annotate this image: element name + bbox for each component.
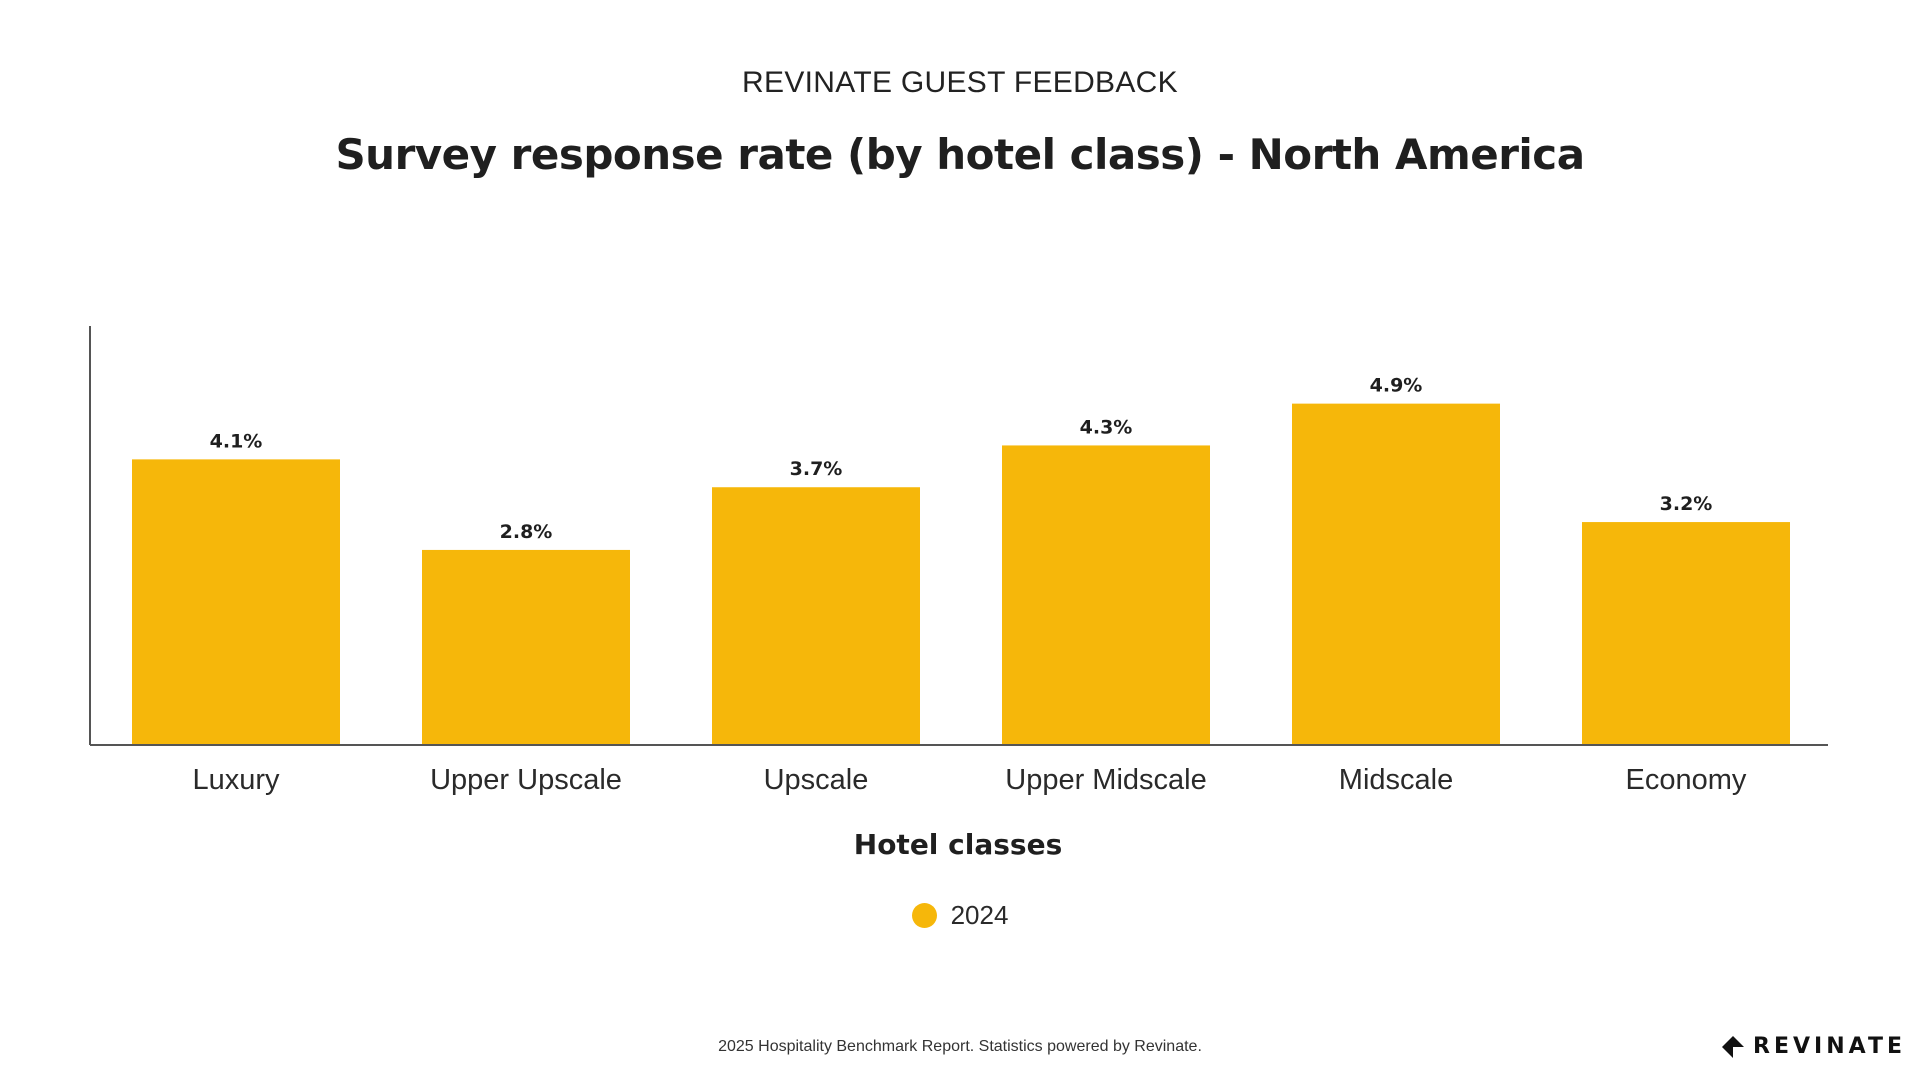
category-label-economy: Economy — [1626, 764, 1747, 796]
bar-luxury — [132, 459, 340, 745]
chart-title: Survey response rate (by hotel class) - … — [335, 130, 1585, 179]
value-label-luxury: 4.1% — [210, 430, 263, 452]
category-labels-layer: Luxury Upper Upscale Upscale Upper Midscale… — [192, 764, 1746, 796]
bars-layer — [132, 403, 1790, 745]
category-label-luxury: Luxury — [192, 764, 280, 796]
legend-label-2024: 2024 — [950, 900, 1009, 930]
report-supertitle: REVINATE GUEST FEEDBACK — [742, 66, 1178, 99]
category-label-upscale: Upscale — [764, 764, 869, 796]
revinate-wordmark: REVINATE — [1753, 1034, 1906, 1059]
value-labels-layer: 4.1% 2.8% 3.7% 4.3% 4.9% 3.2% — [210, 375, 1713, 543]
value-label-upper-upscale: 2.8% — [500, 521, 553, 543]
category-label-upper-midscale: Upper Midscale — [1005, 764, 1206, 796]
revinate-logo: REVINATE — [1721, 1034, 1906, 1059]
bar-upper-upscale — [422, 549, 630, 745]
footer-credit: 2025 Hospitality Benchmark Report. Stati… — [718, 1038, 1202, 1055]
bar-upper-midscale — [1002, 445, 1210, 745]
value-label-midscale: 4.9% — [1370, 375, 1423, 397]
category-label-upper-upscale: Upper Upscale — [430, 764, 622, 796]
value-label-upper-midscale: 4.3% — [1080, 416, 1133, 438]
bar-upscale — [712, 487, 920, 745]
category-label-midscale: Midscale — [1339, 764, 1453, 796]
value-label-upscale: 3.7% — [790, 458, 843, 480]
legend-swatch-2024 — [911, 903, 937, 928]
chart-legend: 2024 — [0, 900, 1920, 931]
bar-midscale — [1292, 403, 1500, 745]
bar-economy — [1582, 522, 1790, 745]
x-axis-title: Hotel classes — [854, 828, 1062, 861]
value-label-economy: 3.2% — [1660, 493, 1713, 515]
revinate-logo-icon — [1722, 1035, 1745, 1058]
